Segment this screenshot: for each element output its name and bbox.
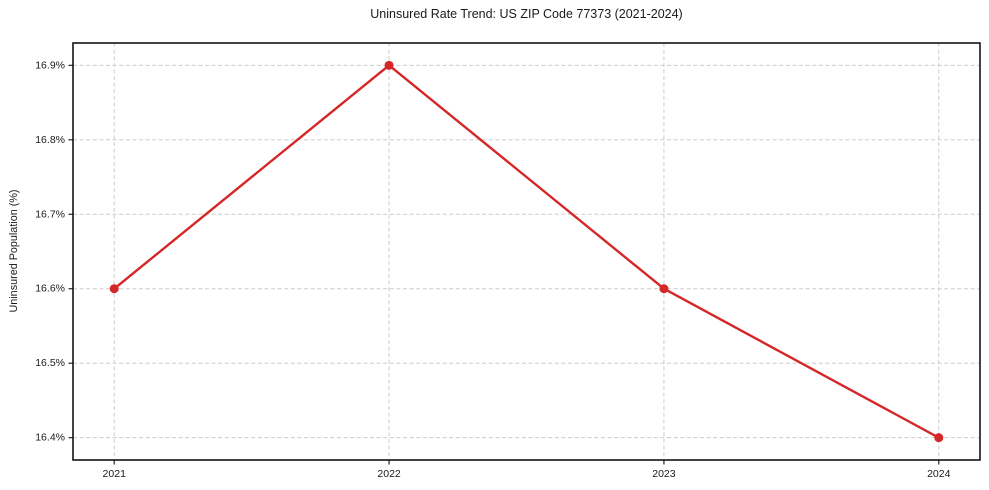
data-point-marker [934,433,944,443]
x-tick-label: 2022 [377,468,401,480]
y-tick-label: 16.5% [35,357,65,369]
y-tick-label: 16.6% [35,283,65,295]
y-tick-label: 16.8% [35,134,65,146]
x-tick-label: 2023 [652,468,676,480]
y-tick-label: 16.4% [35,432,65,444]
data-point-marker [659,284,669,294]
chart-title: Uninsured Rate Trend: US ZIP Code 77373 … [370,7,683,21]
x-tick-label: 2021 [103,468,127,480]
plot-border [72,42,981,461]
data-point-marker [384,60,394,70]
y-tick-label: 16.7% [35,208,65,220]
trend-line [113,64,940,439]
x-tick-label: 2024 [927,468,951,480]
data-point-marker [109,284,119,294]
y-tick-label: 16.9% [35,59,65,71]
